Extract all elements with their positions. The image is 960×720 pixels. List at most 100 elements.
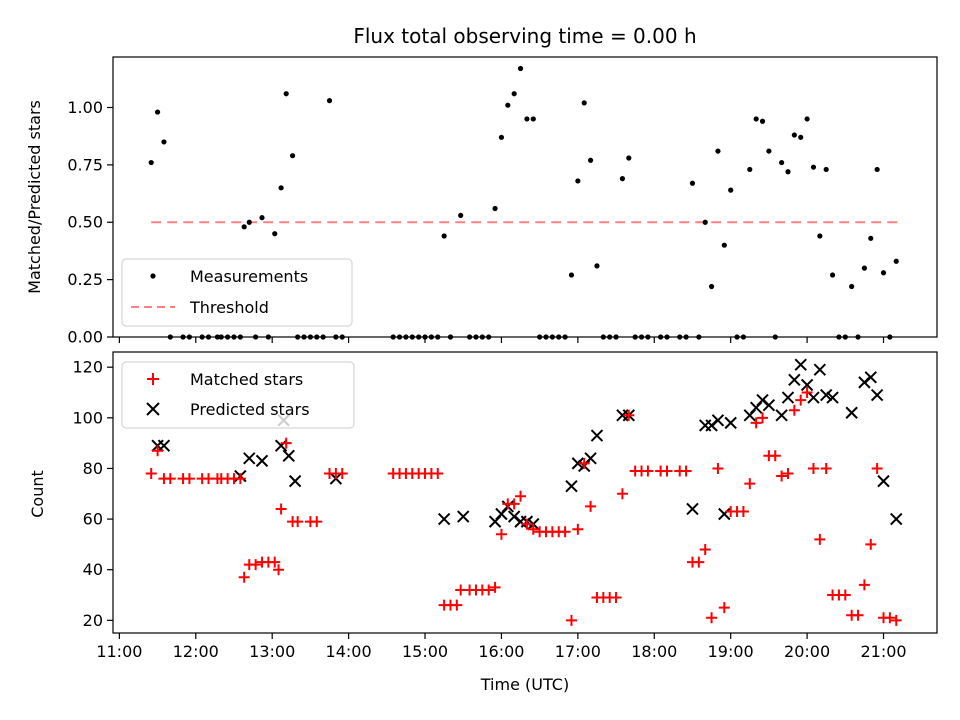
predicted-point (788, 373, 801, 387)
measurement-point (326, 98, 333, 104)
x-tick-label: 17:00 (555, 642, 601, 661)
predicted-point (590, 429, 604, 442)
measurement-point (492, 205, 498, 212)
bottom-y-tick-label: 40 (83, 560, 103, 579)
measurement-point (619, 176, 626, 182)
matched-point (661, 465, 673, 477)
measurement-point (810, 164, 817, 170)
measurement-point (849, 283, 855, 290)
matched-point (152, 445, 164, 457)
measurement-point (721, 242, 727, 248)
measurement-point (785, 169, 791, 175)
measurement-point (259, 215, 265, 221)
matched-point (238, 571, 250, 583)
measurement-point (283, 91, 289, 97)
predicted-point (243, 452, 256, 465)
predicted-points (151, 358, 903, 531)
matched-point (757, 412, 769, 424)
matched-point (680, 465, 692, 477)
matched-point (737, 505, 749, 517)
matched-point (858, 579, 870, 591)
predicted-point (288, 474, 302, 488)
bottom-plot-frame (112, 351, 938, 634)
measurement-point (458, 212, 464, 218)
matched-point (795, 394, 807, 406)
measurement-point (587, 157, 594, 163)
bottom-y-tick-label: 120 (72, 358, 103, 377)
matched-point (712, 462, 724, 474)
matched-point (585, 500, 597, 512)
predicted-point (711, 414, 725, 427)
measurement-point (791, 132, 797, 138)
measurement-point (689, 180, 696, 186)
predicted-point (845, 406, 858, 419)
predicted-point (807, 391, 820, 404)
top-y-tick-label: 0.25 (67, 270, 103, 289)
legend-marker-predicted (146, 402, 160, 416)
matched-point (250, 559, 262, 571)
matched-point (693, 556, 705, 568)
predicted-point (800, 378, 814, 392)
predicted-point (781, 391, 795, 404)
measurement-point (626, 155, 632, 161)
top-plot-area (148, 65, 899, 340)
matched-point (432, 468, 444, 480)
measurement-point (766, 148, 772, 154)
measurement-point (747, 166, 753, 173)
measurement-point (823, 166, 829, 173)
matched-point (489, 581, 501, 593)
measurement-points (148, 65, 899, 340)
x-tick-label: 19:00 (708, 642, 754, 661)
predicted-point (724, 416, 737, 430)
measurement-point (524, 116, 530, 122)
top-y-axis-label: Matched/Predicted stars (25, 100, 44, 294)
bottom-y-tick-label: 20 (83, 611, 103, 630)
measurement-point (880, 270, 887, 276)
predicted-point (686, 502, 699, 516)
matched-point (183, 473, 195, 485)
matched-point (642, 465, 654, 477)
matched-point (578, 457, 590, 469)
bottom-y-axis-label: Count (28, 470, 47, 518)
matched-point (275, 503, 287, 515)
measurement-point (874, 166, 880, 173)
predicted-point (718, 507, 731, 521)
predicted-point (890, 512, 903, 526)
chart-title: Flux total observing time = 0.00 h (353, 24, 696, 48)
top-y-ticks: 0.00 0.25 0.50 0.75 1.00 (67, 98, 113, 347)
top-legend: Measurements Threshold (121, 258, 353, 327)
matched-point (750, 417, 762, 429)
bottom-plot-area (145, 358, 903, 626)
measurement-point (154, 109, 161, 115)
x-tick-label: 16:00 (478, 642, 524, 661)
measurement-point (861, 265, 868, 271)
matched-point (769, 450, 781, 462)
top-y-tick-label: 0.00 (67, 328, 103, 347)
matched-point (890, 614, 902, 626)
predicted-point (775, 409, 788, 422)
matched-point (839, 589, 851, 601)
measurement-point (278, 185, 284, 191)
measurement-point (594, 263, 600, 269)
top-plot-frame (112, 56, 938, 338)
matched-point (269, 556, 281, 568)
measurement-point (893, 258, 899, 264)
predicted-point (877, 474, 890, 488)
x-tick-label: 12:00 (173, 642, 219, 661)
predicted-point (157, 439, 171, 452)
predicted-point (457, 510, 470, 523)
measurement-point (272, 231, 278, 237)
matched-point (807, 462, 819, 474)
measurement-point (702, 219, 708, 225)
bottom-legend-box (121, 361, 355, 429)
matched-point (311, 516, 323, 528)
x-tick-label: 13:00 (249, 642, 295, 661)
top-y-tick-label: 0.75 (67, 155, 103, 174)
matched-point (744, 478, 756, 490)
predicted-point (864, 371, 877, 384)
matched-point (145, 468, 157, 480)
measurement-point (511, 91, 517, 97)
predicted-point (255, 454, 269, 468)
